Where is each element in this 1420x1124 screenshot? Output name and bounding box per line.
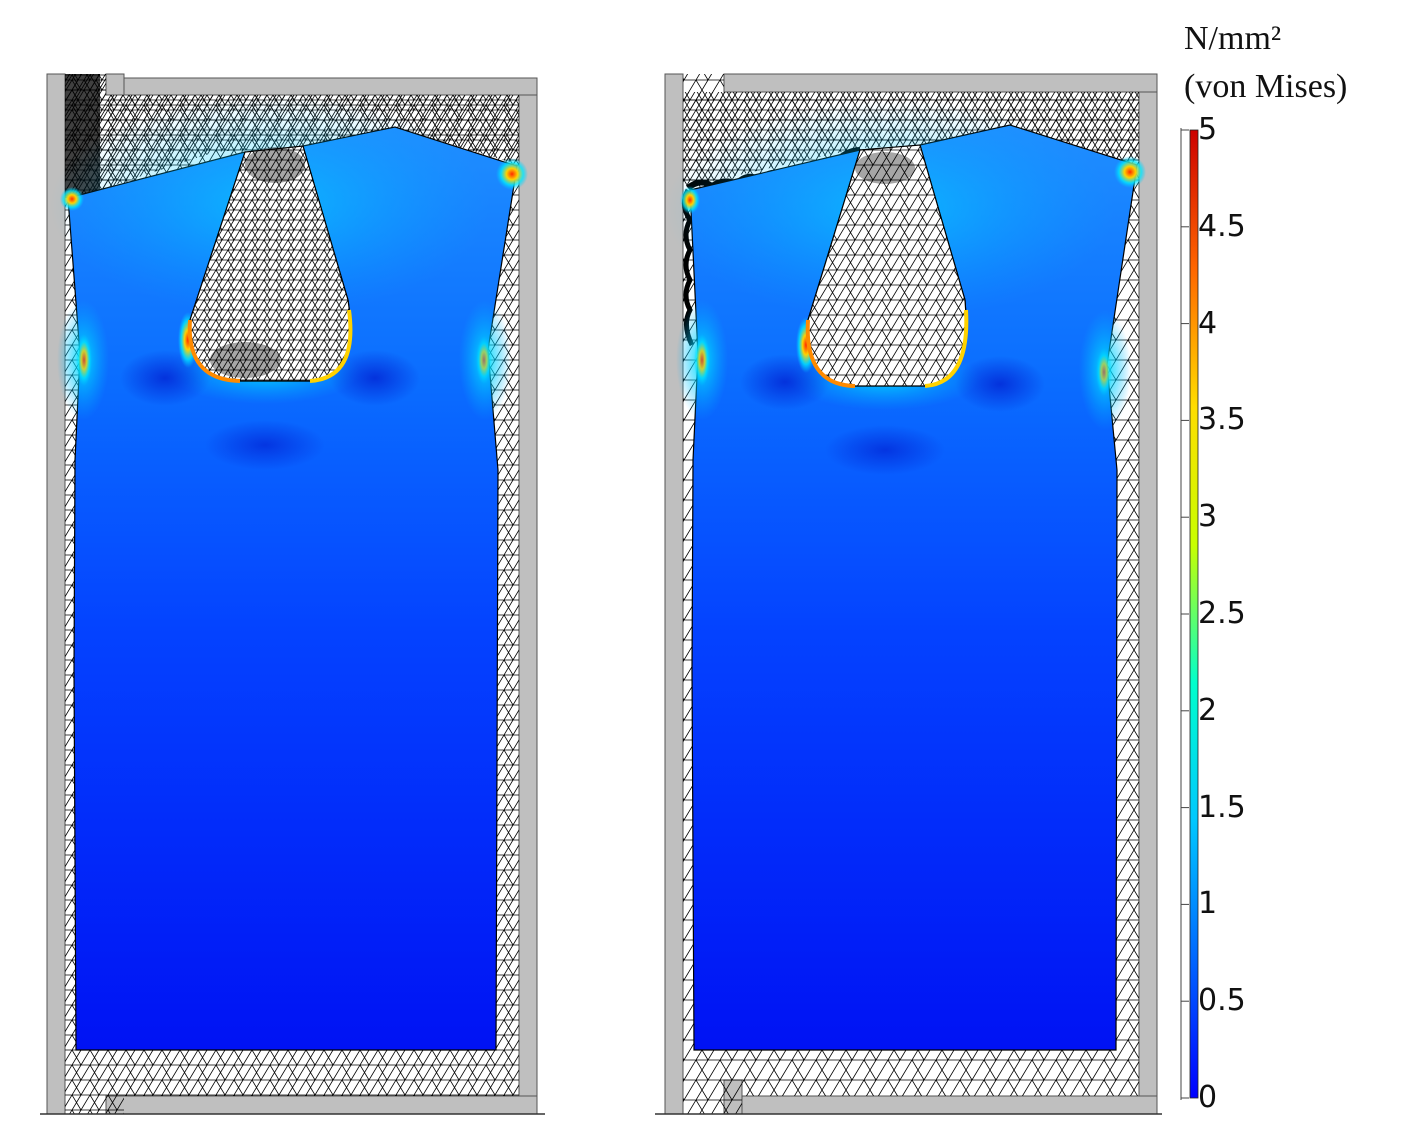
legend-tick-label: 4.5: [1198, 208, 1246, 244]
legend-tick-label: 1: [1198, 886, 1218, 922]
legend-tick-label: 4: [1198, 305, 1218, 341]
dense-mesh-spot: [855, 152, 915, 184]
panel-fine-mesh: [40, 73, 545, 1115]
legend-color-bar: [1189, 129, 1199, 1099]
legend-tick-label: 0.5: [1198, 983, 1246, 1019]
housing-wall: [1138, 73, 1158, 1115]
color-legend: [1180, 128, 1199, 1100]
legend-tick-label: 3.5: [1198, 402, 1246, 438]
dense-mesh-spot: [245, 147, 305, 183]
legend-tick-label: 5: [1198, 112, 1218, 147]
panel-coarse-mesh: [655, 73, 1162, 1115]
housing-wall: [105, 77, 538, 96]
tongue-edge-stress: [187, 319, 241, 383]
housing-wall: [518, 77, 538, 1115]
housing-wall: [105, 1095, 538, 1115]
legend-tick-label: 2.5: [1198, 596, 1246, 631]
legend-tick-label: 0: [1198, 1080, 1218, 1115]
housing-wall: [723, 1095, 1158, 1115]
housing-wall: [723, 73, 1158, 93]
tongue-mesh-lines: [189, 146, 351, 381]
tongue-edge-stress: [924, 309, 969, 388]
tongue-edge-stress: [309, 309, 353, 383]
legend-quantity-label: (von Mises): [1184, 68, 1348, 105]
tongue-edge-stress: [805, 319, 856, 388]
dense-mesh-spot: [210, 342, 280, 378]
housing-wall: [105, 73, 125, 96]
legend-tick-label: 3: [1198, 499, 1218, 535]
tongue-mesh-lines: [807, 145, 966, 386]
legend-tick-label: 2: [1198, 692, 1218, 728]
legend-tick-label: 1.5: [1198, 789, 1246, 825]
legend-unit-label: N/mm²: [1184, 20, 1282, 57]
